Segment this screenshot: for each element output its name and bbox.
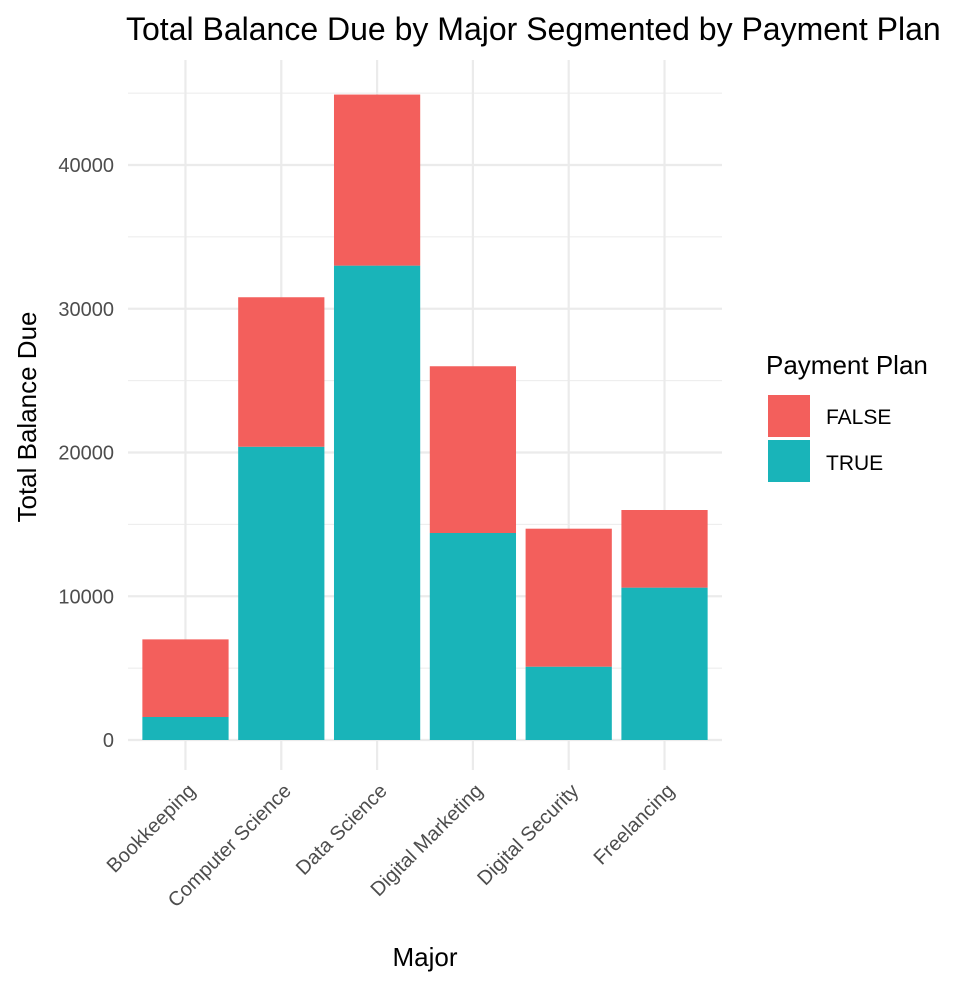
- bar-false-freelancing: [621, 510, 708, 588]
- bar-true-digital-marketing: [429, 533, 517, 740]
- y-tick-label: 0: [103, 730, 114, 752]
- legend-title: Payment Plan: [766, 350, 928, 380]
- legend-swatch-false: [768, 395, 810, 437]
- bar-false-digital-security: [525, 528, 612, 667]
- y-axis-ticks: 0 10000 20000 30000 40000: [58, 155, 114, 752]
- chart-title: Total Balance Due by Major Segmented by …: [126, 11, 941, 47]
- legend-label-false: FALSE: [826, 406, 891, 429]
- legend-label-true: TRUE: [826, 452, 883, 475]
- bar-true-computer-science: [238, 446, 325, 740]
- bar-true-digital-security: [525, 666, 612, 740]
- y-tick-label: 20000: [58, 443, 114, 465]
- y-tick-label: 40000: [58, 155, 114, 177]
- bar-false-data-science: [333, 94, 421, 266]
- legend-swatch-true: [768, 440, 810, 482]
- bar-true-bookkeeping: [142, 717, 229, 740]
- legend: Payment Plan FALSE TRUE: [766, 350, 928, 482]
- bar-false-computer-science: [238, 297, 325, 447]
- bars: [142, 94, 708, 740]
- legend-item-false: FALSE: [768, 395, 891, 437]
- x-axis-title: Major: [392, 942, 457, 972]
- legend-item-true: TRUE: [768, 440, 883, 482]
- y-tick-label: 10000: [58, 586, 114, 608]
- bar-true-freelancing: [621, 587, 708, 740]
- bar-false-digital-marketing: [429, 366, 517, 533]
- bar-false-bookkeeping: [142, 639, 229, 717]
- y-tick-label: 30000: [58, 299, 114, 321]
- y-axis-title: Total Balance Due: [12, 311, 42, 522]
- bar-true-data-science: [333, 265, 421, 740]
